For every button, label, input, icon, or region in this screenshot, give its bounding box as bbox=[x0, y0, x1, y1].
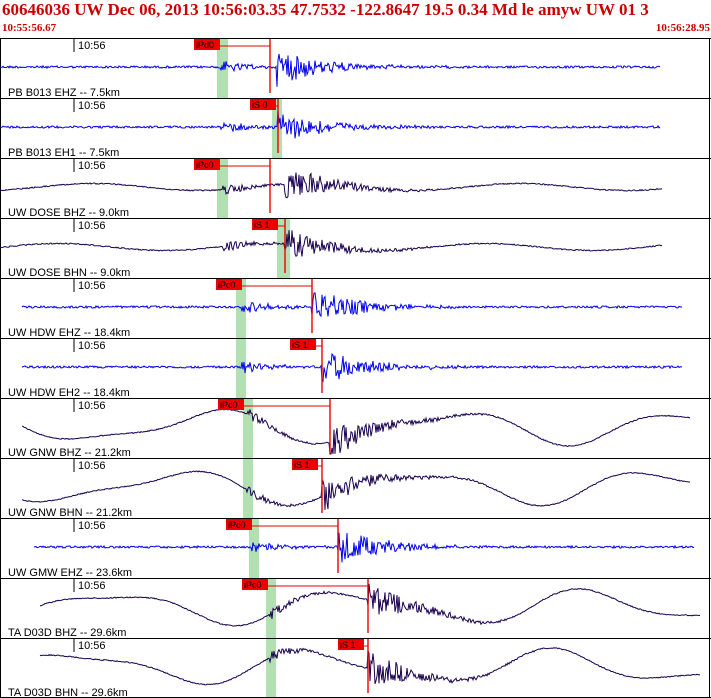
pick-label: iPc0 bbox=[244, 580, 262, 590]
pick-window bbox=[249, 519, 259, 578]
pick-label-box[interactable] bbox=[250, 99, 276, 110]
waveform bbox=[21, 292, 683, 318]
pick-label: iPd0 bbox=[196, 40, 214, 50]
station-label: TA D03D BHZ -- 29.6km bbox=[8, 627, 126, 639]
pick-label: iPc0 bbox=[228, 520, 246, 530]
trace-row[interactable]: 10:56 iPc0 UW GMW EHZ -- 23.6km bbox=[0, 518, 711, 580]
trace-row[interactable]: 10:56 iPc0 UW GNW BHZ -- 21.2km bbox=[0, 398, 711, 460]
pick-label: iS 1 bbox=[292, 340, 308, 350]
minute-tick-label: 10:56 bbox=[78, 280, 106, 292]
waveform bbox=[0, 172, 663, 199]
trace-row[interactable]: 10:56 iS 1 UW GNW BHN -- 21.2km bbox=[0, 458, 711, 520]
station-label: UW GNW BHZ -- 21.2km bbox=[8, 447, 131, 459]
waveform bbox=[21, 408, 691, 455]
waveform bbox=[0, 110, 661, 139]
pick-label-box[interactable] bbox=[290, 339, 316, 350]
pick-label-box[interactable] bbox=[252, 219, 278, 230]
minute-tick-label: 10:56 bbox=[78, 40, 106, 52]
minute-tick-label: 10:56 bbox=[78, 220, 106, 232]
pick-window bbox=[243, 399, 253, 458]
minute-tick-label: 10:56 bbox=[78, 520, 106, 532]
pick-label-box[interactable] bbox=[216, 279, 242, 290]
station-label: TA D03D BHN -- 29.6km bbox=[8, 687, 128, 698]
minute-tick-label: 10:56 bbox=[78, 580, 106, 592]
waveform bbox=[0, 53, 661, 87]
pick-label-box[interactable] bbox=[194, 159, 220, 170]
start-time: 10:55:56.67 bbox=[2, 22, 57, 34]
minute-tick-label: 10:56 bbox=[78, 460, 106, 472]
minute-tick-label: 10:56 bbox=[78, 400, 106, 412]
station-label: UW GMW EHZ -- 23.6km bbox=[8, 567, 132, 579]
pick-label-box[interactable] bbox=[218, 399, 244, 410]
minute-tick-label: 10:56 bbox=[78, 340, 106, 352]
station-label: PB B013 EHZ -- 7.5km bbox=[8, 87, 120, 99]
waveform bbox=[39, 647, 701, 686]
station-label: UW HDW EHZ -- 18.4km bbox=[8, 327, 130, 339]
pick-label-box[interactable] bbox=[226, 519, 252, 530]
pick-label: iPc0 bbox=[218, 280, 236, 290]
pick-label-box[interactable] bbox=[292, 459, 318, 470]
station-label: UW DOSE BHN -- 9.0km bbox=[8, 267, 130, 279]
station-label: UW HDW EH2 -- 18.4km bbox=[8, 387, 130, 399]
pick-label-box[interactable] bbox=[242, 579, 268, 590]
minute-tick-label: 10:56 bbox=[78, 640, 106, 652]
end-time: 10:56:28.95 bbox=[655, 22, 710, 34]
minute-tick-label: 10:56 bbox=[78, 160, 106, 172]
waveform bbox=[22, 470, 691, 510]
station-label: UW GNW BHN -- 21.2km bbox=[8, 507, 132, 519]
waveform bbox=[33, 532, 695, 563]
station-label: PB B013 EH1 -- 7.5km bbox=[8, 147, 119, 159]
trace-row[interactable]: 10:56 iS 1 TA D03D BHN -- 29.6km bbox=[0, 638, 711, 698]
pick-window bbox=[266, 579, 276, 638]
pick-label: iS 1 bbox=[254, 220, 270, 230]
waveform bbox=[39, 583, 701, 627]
trace-row[interactable]: 10:56 iPc0 UW HDW EHZ -- 18.4km bbox=[0, 278, 711, 340]
pick-label: iS 0 bbox=[252, 100, 268, 110]
waveform bbox=[0, 230, 663, 257]
pick-label: iPc0 bbox=[220, 400, 238, 410]
minute-tick-label: 10:56 bbox=[78, 100, 106, 112]
pick-window bbox=[266, 639, 276, 698]
pick-label-box[interactable] bbox=[338, 639, 364, 650]
waveform bbox=[21, 352, 683, 383]
header: 60646036 UW Dec 06, 2013 10:56:03.35 47.… bbox=[0, 0, 711, 38]
trace-row[interactable]: 10:56 iPc0 TA D03D BHZ -- 29.6km bbox=[0, 578, 711, 640]
trace-row[interactable]: 10:56 iPc0 UW DOSE BHZ -- 9.0km bbox=[0, 158, 711, 220]
pick-label-box[interactable] bbox=[194, 39, 220, 50]
trace-row[interactable]: 10:56 iS 1 UW HDW EH2 -- 18.4km bbox=[0, 338, 711, 400]
pick-window bbox=[277, 219, 290, 278]
pick-label: iS 1 bbox=[294, 460, 310, 470]
pick-window bbox=[272, 99, 282, 158]
pick-label: iS 1 bbox=[340, 640, 356, 650]
trace-row[interactable]: 10:56 iS 0 PB B013 EH1 -- 7.5km bbox=[0, 98, 711, 160]
event-title: 60646036 UW Dec 06, 2013 10:56:03.35 47.… bbox=[2, 0, 649, 19]
station-label: UW DOSE BHZ -- 9.0km bbox=[8, 207, 129, 219]
pick-label: iPc0 bbox=[196, 160, 214, 170]
trace-row[interactable]: 10:56 iPd0 PB B013 EHZ -- 7.5km bbox=[0, 38, 711, 100]
trace-row[interactable]: 10:56 iS 1 UW DOSE BHN -- 9.0km bbox=[0, 218, 711, 280]
